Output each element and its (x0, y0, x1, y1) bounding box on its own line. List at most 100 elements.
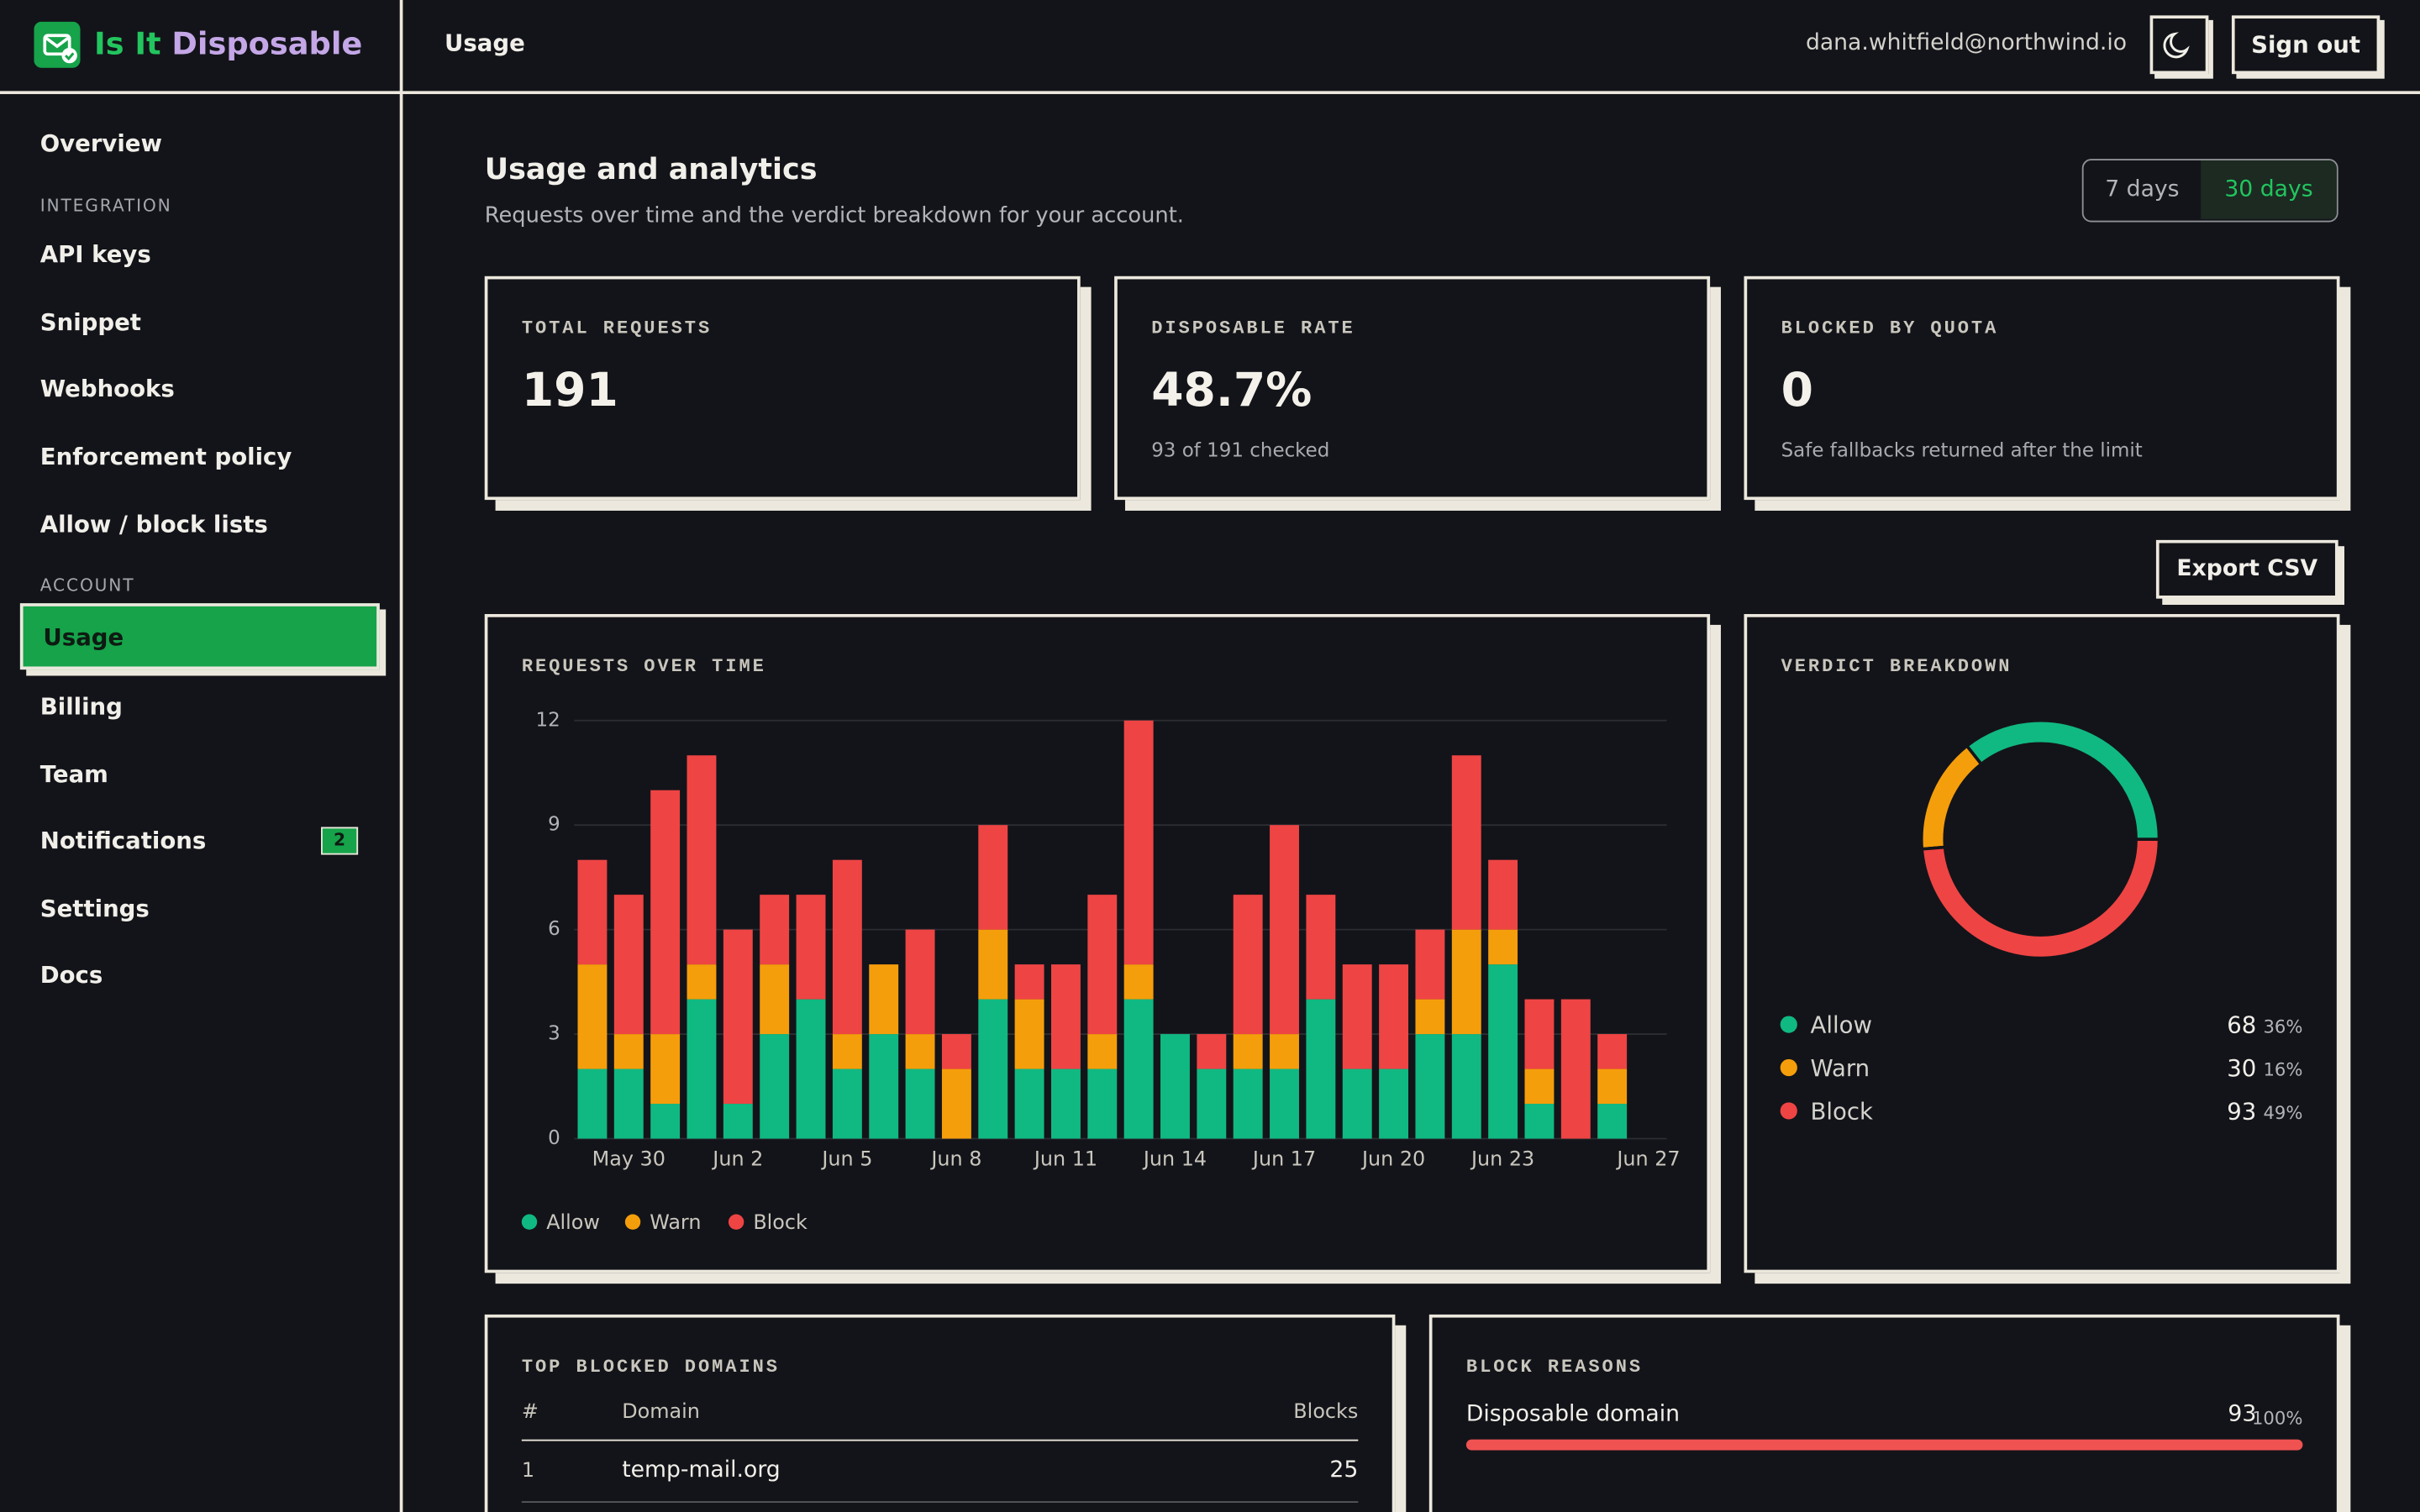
stat-label: DISPOSABLE RATE (1151, 318, 1355, 340)
x-tick-label: Jun 23 (1470, 1147, 1534, 1171)
stat-value: 48.7% (1151, 364, 1313, 418)
x-tick-label: Jun 8 (929, 1147, 981, 1171)
cell: 1 (521, 1459, 535, 1483)
bar-segment (1160, 1034, 1190, 1139)
bar-segment (1197, 1068, 1227, 1139)
bar-segment (760, 964, 790, 1035)
legend-swatch (1780, 1102, 1797, 1120)
bar-segment (1233, 1068, 1263, 1139)
legend-swatch (624, 1214, 641, 1230)
badge: 2 (321, 827, 359, 855)
bar-segment (1524, 1068, 1555, 1105)
column-header: Domain (622, 1400, 700, 1425)
nav-link[interactable]: Notifications (39, 827, 207, 855)
nav-link[interactable]: Overview (39, 129, 162, 158)
legend-value: 68 (2227, 1011, 2256, 1038)
subheading: Requests over time and the verdict break… (484, 203, 1185, 228)
bar-segment (869, 1034, 899, 1139)
logo-icon (34, 21, 81, 68)
bar-segment (1342, 1068, 1372, 1139)
nav-link[interactable]: Usage (43, 623, 124, 652)
nav-link[interactable]: Allow / block lists (39, 510, 268, 539)
nav-link[interactable]: Snippet (39, 308, 141, 337)
bar-segment (1306, 895, 1336, 1000)
y-tick-label: 9 (548, 814, 560, 836)
legend-label: Allow (1810, 1011, 1872, 1038)
legend-label: Block (1810, 1098, 1873, 1125)
legend-value: 30 (2227, 1055, 2256, 1082)
bar-segment (1451, 755, 1481, 930)
reasons-card: BLOCK REASONS Disposable domain 93 100% (1428, 1314, 2340, 1512)
x-tick-label: May 30 (592, 1147, 666, 1171)
table-rule (521, 1501, 1359, 1503)
reasons-title: BLOCK REASONS (1465, 1356, 1644, 1378)
bar-segment (650, 1104, 681, 1139)
bar-segment (760, 895, 790, 965)
bar-segment (1597, 1104, 1628, 1139)
bar-segment (687, 755, 717, 965)
legend-label: Block (753, 1210, 808, 1234)
x-tick-label: Jun 14 (1142, 1147, 1207, 1171)
sidebar-border (399, 0, 403, 1512)
range-option[interactable]: 7 days (2105, 177, 2180, 202)
bar-segment (1197, 1034, 1227, 1069)
bar-segment (978, 929, 1008, 1000)
bar-segment (1451, 1034, 1481, 1139)
cell: 25 (1329, 1457, 1359, 1483)
bar-segment (1050, 964, 1081, 1069)
bar-segment (760, 1034, 790, 1139)
y-tick-label: 0 (548, 1127, 560, 1149)
bar-segment (1597, 1068, 1628, 1105)
nav-link[interactable]: Settings (39, 895, 150, 923)
range-toggle: 7 days 30 days (2081, 159, 2338, 223)
bar-segment (796, 999, 826, 1139)
stat-note: 93 of 191 checked (1151, 438, 1330, 462)
bar-segment (577, 964, 608, 1069)
bar-segment (613, 895, 644, 1035)
bar-segment (1233, 895, 1263, 1035)
donut-slice (1919, 743, 1984, 851)
legend-swatch (728, 1214, 744, 1230)
bar-segment (723, 929, 753, 1105)
nav-link[interactable]: Team (39, 760, 108, 789)
bar-segment (1087, 895, 1118, 1035)
bar-segment (1451, 929, 1481, 1035)
bar-segment (650, 790, 681, 1035)
bar-segment (613, 1034, 644, 1069)
bar-segment (905, 1068, 935, 1139)
bar-segment (832, 859, 862, 1035)
export-button[interactable]: Export CSV (2155, 539, 2338, 599)
sign-out-button[interactable]: Sign out (2231, 15, 2381, 75)
theme-toggle[interactable] (2149, 15, 2209, 75)
legend-percent: 49% (2263, 1102, 2302, 1123)
table-card: TOP BLOCKED DOMAINS # Domain Blocks 1 te… (484, 1314, 1396, 1512)
x-tick-label: Jun 2 (711, 1147, 763, 1171)
nav-link[interactable]: Docs (39, 961, 103, 990)
range-option-active[interactable]: 30 days (2201, 160, 2337, 219)
legend-label: Allow (546, 1210, 600, 1234)
user-email: dana.whitfield@northwind.io (1805, 30, 2128, 56)
bar-segment (613, 1068, 644, 1139)
bar-segment (905, 929, 935, 1035)
bar-segment (905, 1034, 935, 1069)
nav-link[interactable]: Enforcement policy (39, 443, 292, 471)
nav-active[interactable]: Usage (19, 603, 380, 670)
bar-segment (723, 1104, 753, 1139)
cell: temp-mail.org (622, 1457, 781, 1483)
stat-card: TOTAL REQUESTS 191 (484, 276, 1081, 501)
bar-segment (978, 825, 1008, 930)
nav-link[interactable]: API keys (39, 240, 151, 269)
reason-name: Disposable domain (1465, 1402, 1680, 1427)
nav-link[interactable]: Billing (39, 692, 123, 721)
nav-link[interactable]: Webhooks (39, 375, 175, 403)
brand-second: Disposable (171, 24, 363, 62)
bar-segment (1524, 1104, 1555, 1139)
bar-segment (687, 964, 717, 1000)
bar-segment (1342, 964, 1372, 1069)
bar-segment (1270, 1068, 1299, 1139)
moon-icon (2163, 32, 2190, 59)
bar-segment (1379, 1068, 1409, 1139)
nav-section: INTEGRATION (39, 196, 172, 217)
donut-slice (1920, 837, 2161, 960)
